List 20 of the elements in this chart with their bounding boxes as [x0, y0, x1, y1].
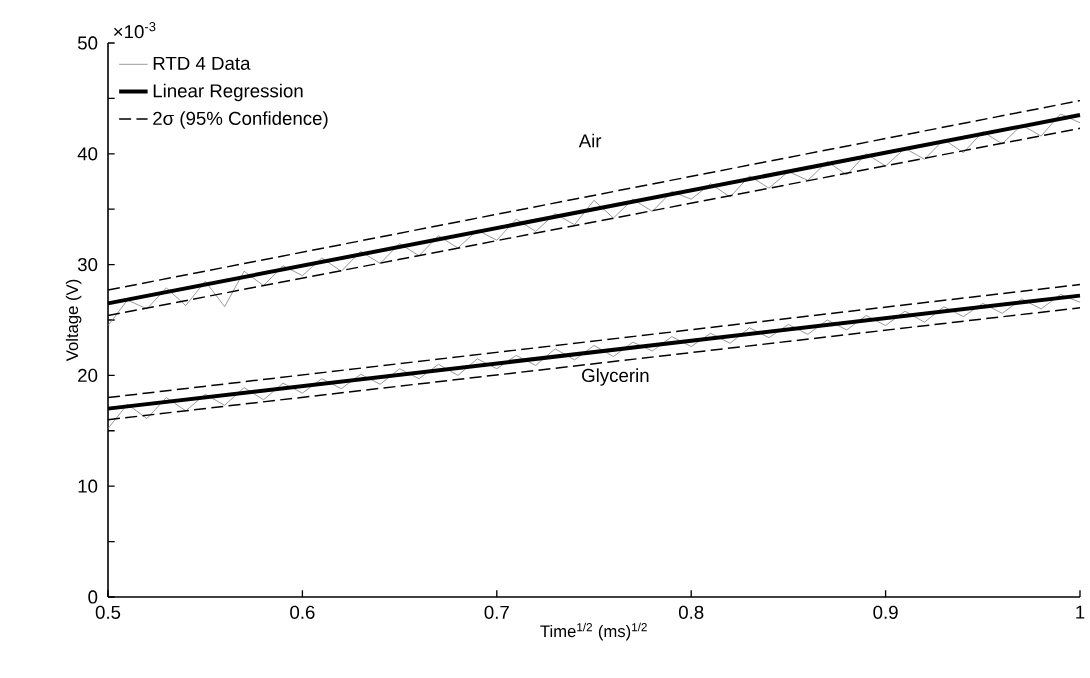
text: ×10$^{-3}$: [114, 22, 156, 39]
annotation: Glycerin: [582, 368, 649, 386]
x-tick-label: 0.5: [95, 605, 121, 619]
legend-label: Linear Regression: [153, 83, 303, 102]
y-axis-title: Voltage (V): [65, 279, 82, 362]
legend-label: 2σ (95% Confidence): [153, 111, 328, 129]
x-axis-title: Time$^{1/2}$ (ms)$^{1/2}$: [540, 622, 647, 641]
y-tick-label: 30: [77, 257, 98, 272]
x-tick-label: 0.6: [290, 605, 315, 619]
x-tick-label: 0.7: [484, 605, 509, 619]
y-tick-label: 20: [78, 368, 98, 382]
y-tick-label: 50: [77, 36, 98, 50]
y-tick-label: 0: [88, 590, 98, 604]
y-tick-label: 40: [77, 147, 98, 161]
legend-label: RTD 4 Data: [153, 56, 251, 70]
x-tick-label: 1: [1076, 605, 1085, 619]
y-tick-label: 10: [78, 479, 98, 493]
annotation: Air: [578, 133, 602, 148]
x-tick-label: 0.8: [678, 605, 704, 619]
x-tick-label: 0.9: [873, 605, 898, 619]
